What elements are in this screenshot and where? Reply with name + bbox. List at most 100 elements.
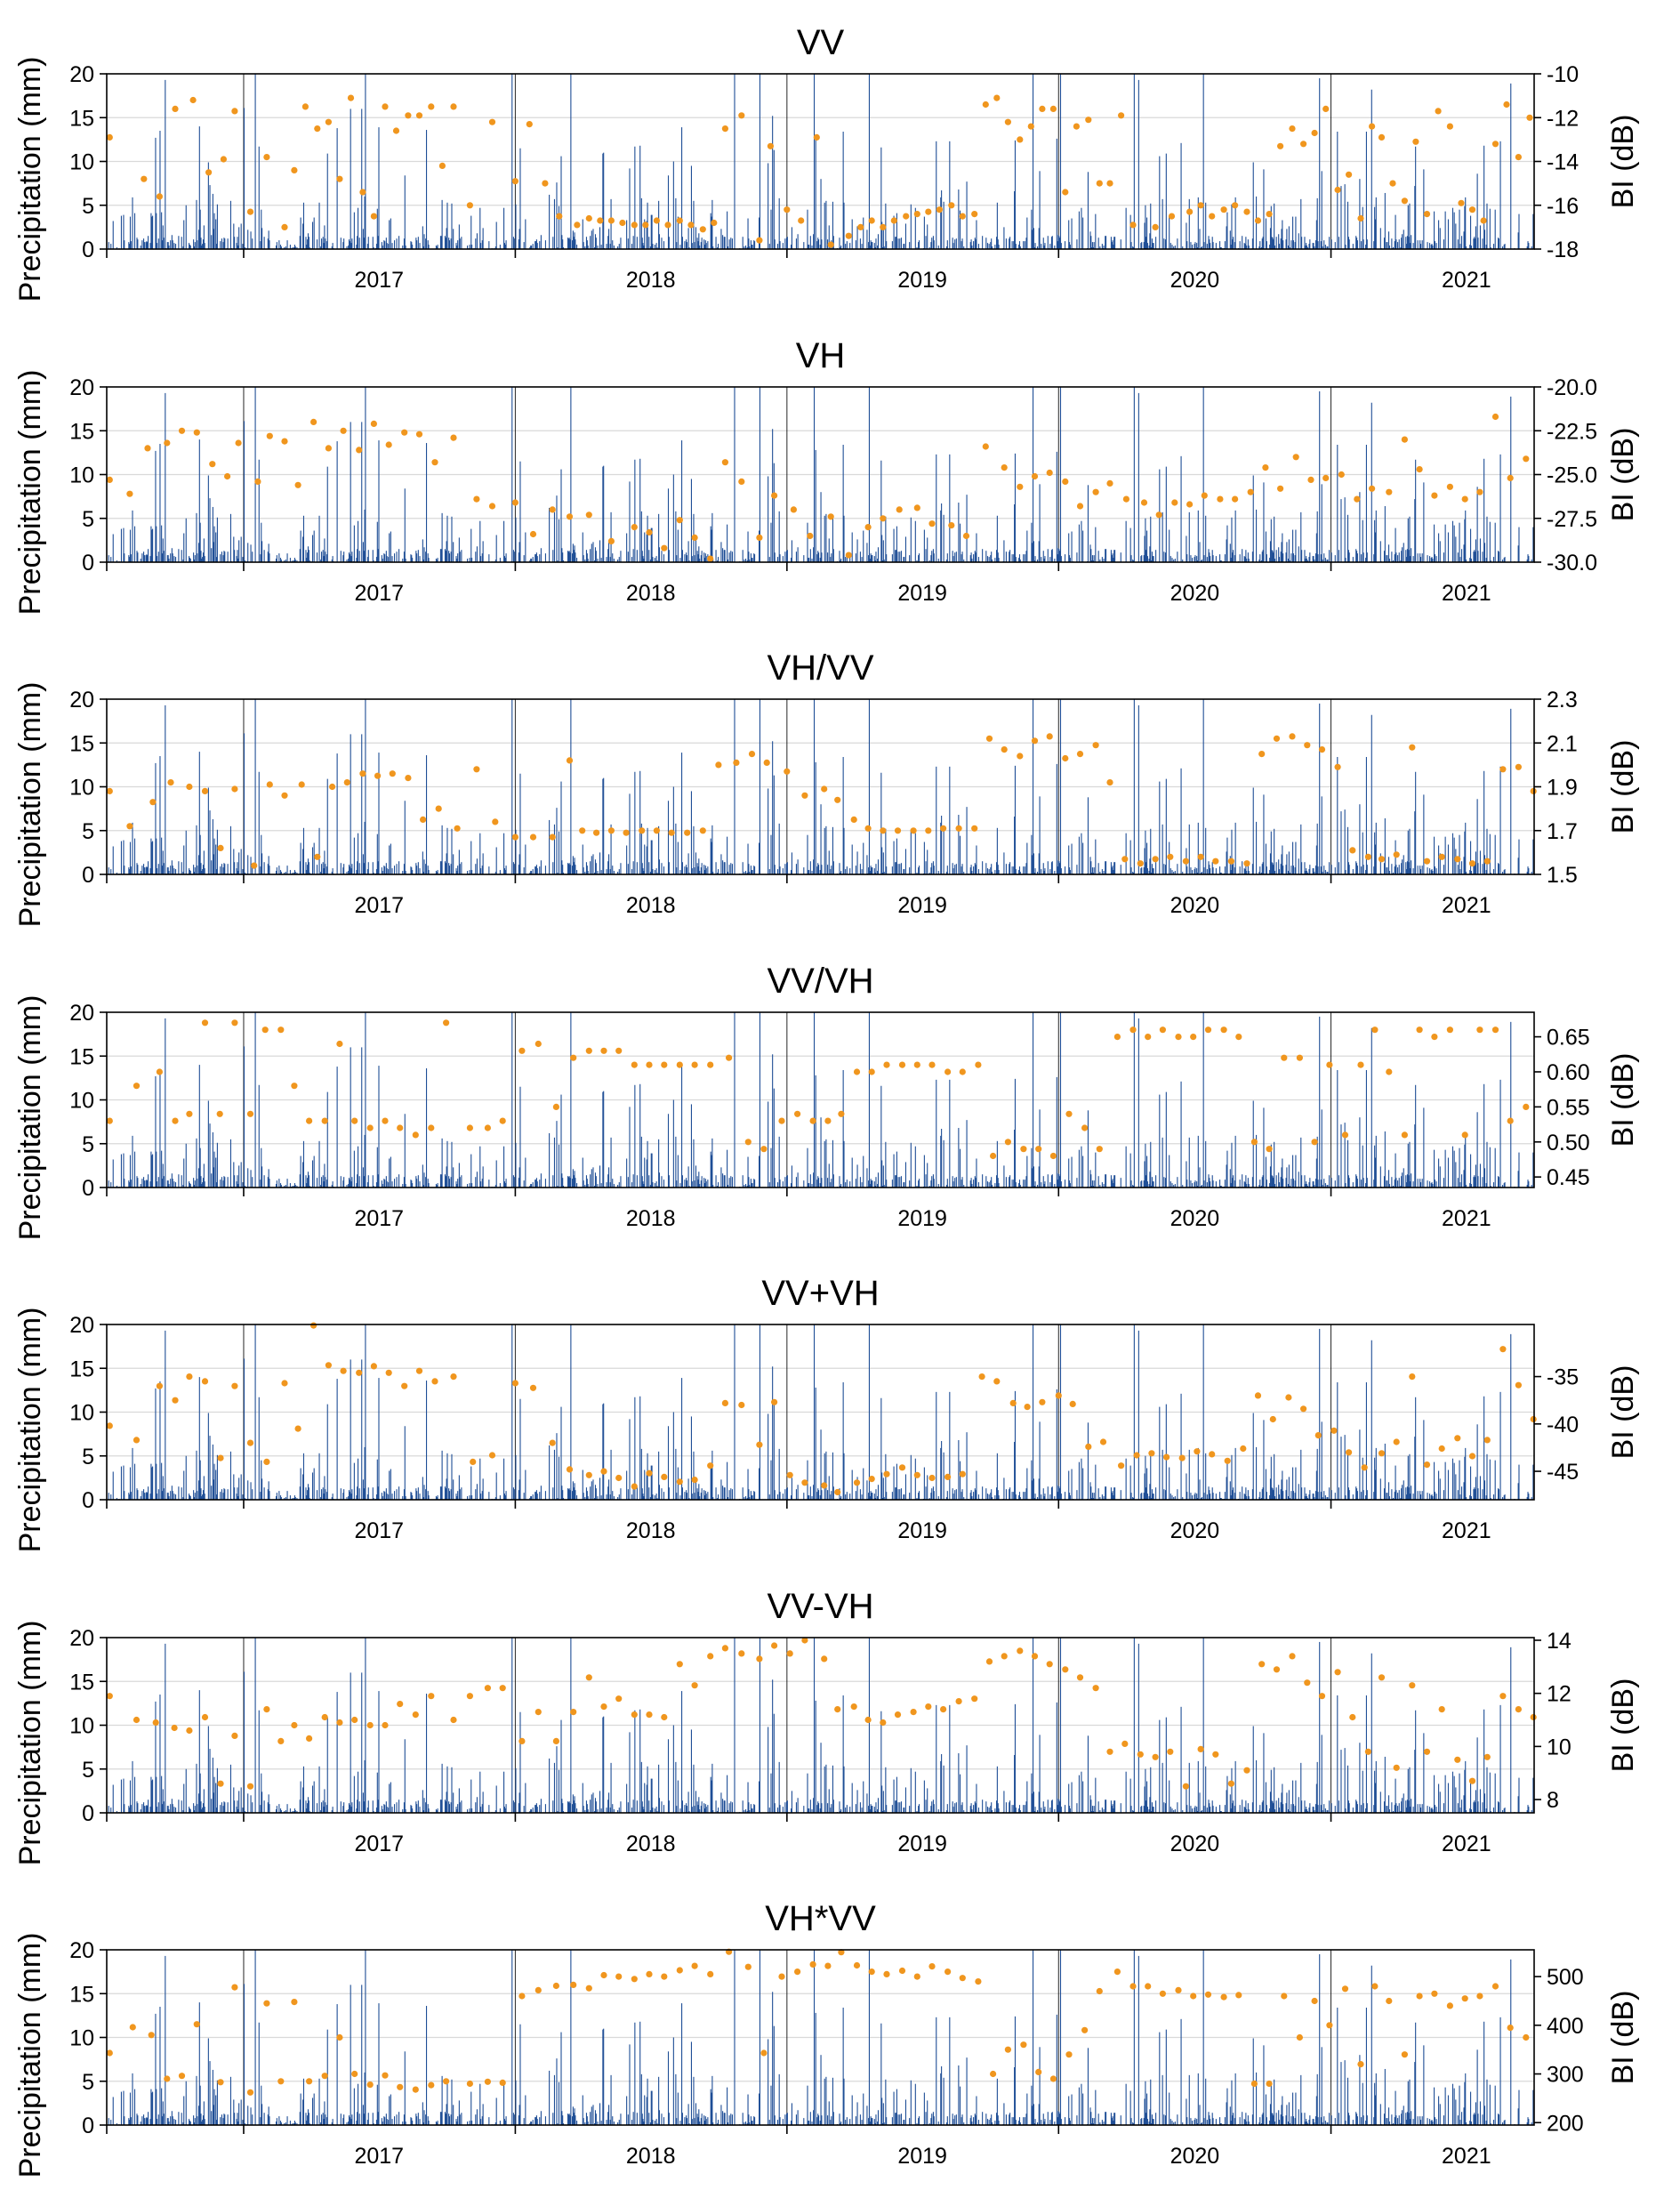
precip-bar [562, 1178, 564, 1188]
precip-bar [649, 872, 651, 874]
bi-point [1092, 488, 1099, 495]
precip-bar [1058, 549, 1060, 562]
precip-bar [1033, 228, 1034, 249]
precip-bar [945, 872, 948, 874]
precip-bar [895, 862, 896, 874]
panel-title: VV+VH [761, 1274, 879, 1313]
precip-bar [1312, 556, 1314, 562]
bi-point [827, 241, 834, 248]
precip-bar [1018, 1495, 1020, 1500]
precip-bar [132, 197, 133, 249]
precip-bar [988, 1182, 990, 1188]
bi-point [1346, 171, 1353, 178]
precip-bar [1149, 858, 1151, 874]
precip-bar [417, 1175, 419, 1188]
precip-bar [928, 247, 930, 249]
precip-bar [1438, 533, 1440, 562]
precip-bar [698, 546, 700, 562]
precip-bar [1388, 559, 1390, 562]
precip-bar [668, 1487, 670, 1500]
precip-bar [720, 542, 722, 562]
precip-bar [586, 1491, 588, 1500]
bi-point [1129, 221, 1137, 229]
precip-bar [1194, 244, 1195, 249]
precip-bar [1146, 868, 1148, 874]
precip-bar [1111, 242, 1113, 249]
precip-bar [613, 871, 615, 874]
precip-bar [1149, 1484, 1151, 1500]
precip-bar [512, 1487, 514, 1500]
precip-bar [608, 854, 610, 874]
precip-bar [364, 1134, 366, 1188]
precip-bar [640, 823, 642, 874]
precip-bar [688, 560, 690, 562]
precip-bar [1226, 539, 1227, 562]
precip-bar [157, 1177, 159, 1188]
precip-bar [1492, 557, 1495, 562]
bi-point [209, 461, 216, 468]
precip-bar [897, 864, 899, 874]
precip-bar [145, 1180, 147, 1188]
precip-bar [639, 145, 641, 249]
precip-bar [332, 243, 334, 249]
precip-bar [1165, 1404, 1167, 1500]
precip-bar [1288, 246, 1290, 249]
precip-bar [975, 239, 977, 249]
precip-bar [202, 244, 204, 249]
precip-bar [130, 866, 132, 874]
precip-bar [1285, 865, 1287, 874]
precip-bar [343, 552, 345, 562]
precip-bar [1373, 554, 1375, 562]
precip-bar [641, 238, 643, 249]
precip-bar [1292, 1155, 1294, 1188]
precip-bar [851, 219, 853, 249]
precip-bar [640, 511, 642, 562]
precip-bar [982, 1486, 984, 1500]
precip-bar [167, 1180, 169, 1188]
precip-bar [133, 1463, 136, 1500]
precip-bar [302, 1453, 305, 1500]
precip-bar [668, 862, 670, 874]
precip-bar [1475, 1164, 1476, 1188]
precip-bar [1406, 557, 1408, 562]
precip-bar [699, 559, 701, 562]
precip-bar [649, 246, 651, 249]
precip-bar [650, 214, 652, 249]
precip-bar [444, 1486, 446, 1500]
precip-bar [776, 244, 779, 249]
precip-bar [592, 542, 594, 562]
precip-bar [704, 865, 706, 874]
precip-bar [918, 553, 920, 562]
precip-bar [827, 865, 829, 874]
bi-point [570, 1054, 577, 1061]
bi-point [913, 211, 920, 218]
precip-bar [1421, 553, 1423, 562]
precip-bar [594, 859, 597, 874]
precip-bar [495, 535, 497, 562]
precip-bar [372, 862, 374, 874]
precip-bar [1186, 1179, 1188, 1188]
precip-bar [1278, 244, 1281, 249]
bi-point [1431, 1034, 1438, 1041]
precip-bar [863, 842, 864, 874]
precip-bar [705, 243, 707, 249]
precip-bar [990, 555, 992, 562]
precip-bar [832, 1174, 834, 1188]
bi-point [126, 823, 133, 830]
bi-point [473, 766, 480, 773]
precip-bar [377, 236, 379, 249]
precip-bar [928, 873, 930, 874]
bi-point [834, 796, 841, 803]
precip-bar [197, 1168, 200, 1188]
precip-bar [1089, 1170, 1091, 1188]
precip-bar [681, 862, 683, 874]
precip-bar [362, 854, 364, 874]
precip-bar [914, 207, 916, 249]
precip-bar [773, 1088, 775, 1188]
precip-bar [202, 557, 204, 562]
precip-bar [594, 234, 597, 249]
precip-bar [600, 1183, 602, 1188]
precip-bar [152, 841, 154, 874]
precip-bar [1338, 1487, 1340, 1500]
precip-bar [307, 239, 309, 249]
